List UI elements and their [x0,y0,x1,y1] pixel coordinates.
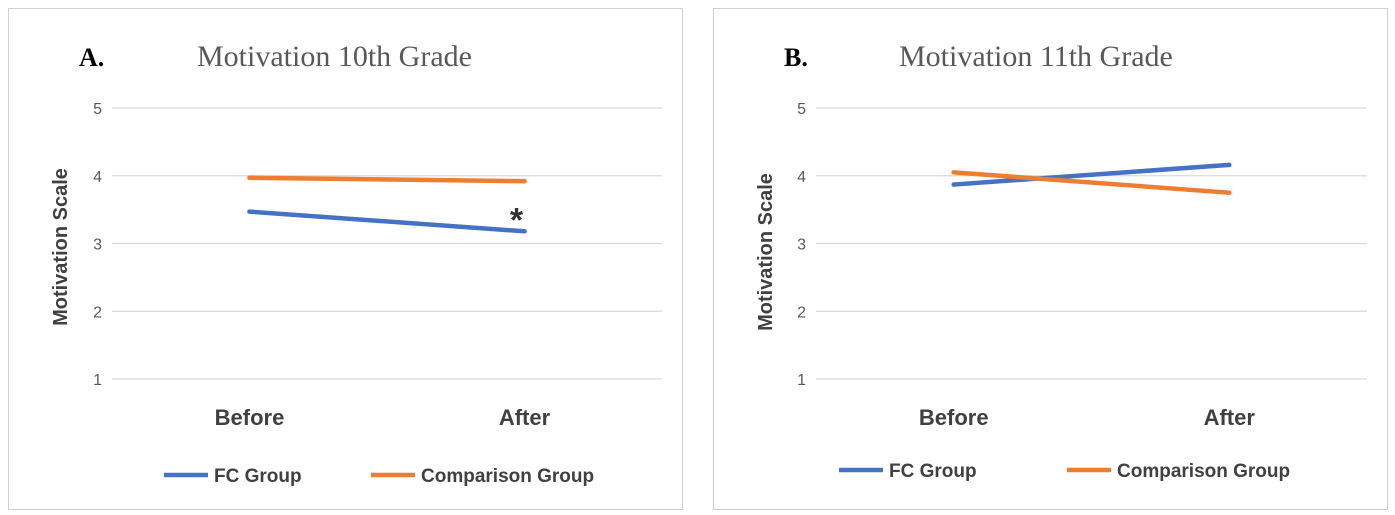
y-tick-label: 3 [797,237,806,254]
legend-label-fc-group: FC Group [889,461,977,482]
data-point [1227,162,1232,168]
data-point [1227,190,1232,195]
y-tick-label: 1 [797,372,806,389]
chart-panel-a: A. Motivation 10th Grade Motivation Scal… [8,8,683,510]
legend-label-comparison-group: Comparison Group [1117,461,1290,482]
panel-label-a: A. [79,43,104,72]
data-point [522,178,527,184]
y-tick-label: 5 [93,101,102,118]
y-axis-label-b: Motivation Scale [755,173,777,331]
y-tick-label: 4 [93,169,102,186]
y-tick-label: 2 [93,304,102,321]
y-tick-label: 2 [797,304,806,321]
series-line-fc-group [951,162,1232,187]
legend-label-comparison-group: Comparison Group [421,466,594,487]
x-tick-label: Before [919,405,989,430]
significance-asterisk: * [510,202,524,240]
data-point [951,170,956,175]
panel-label-b: B. [784,43,808,72]
data-point [247,175,252,181]
y-axis-label-a: Motivation Scale [50,168,72,326]
x-tick-label: After [1204,405,1256,430]
x-tick-label: After [499,405,551,430]
y-tick-label: 3 [93,237,102,254]
series-line-comparison-group [247,175,527,184]
data-point [247,209,252,214]
y-tick-label: 1 [93,372,102,389]
series-line-fc-group [247,209,527,234]
y-tick-label: 4 [797,169,806,186]
legend-label-fc-group: FC Group [214,466,302,487]
chart-b-svg: B. Motivation 11th Grade Motivation Scal… [755,40,1367,482]
data-point [522,229,527,234]
data-point [951,182,956,187]
chart-title-a: Motivation 10th Grade [197,40,472,73]
chart-title-b: Motivation 11th Grade [899,40,1173,73]
x-tick-label: Before [215,405,285,430]
chart-a-svg: A. Motivation 10th Grade Motivation Scal… [50,40,662,487]
chart-panel-b: B. Motivation 11th Grade Motivation Scal… [713,8,1388,510]
series-line-comparison-group [951,170,1232,195]
y-tick-label: 5 [797,101,806,118]
